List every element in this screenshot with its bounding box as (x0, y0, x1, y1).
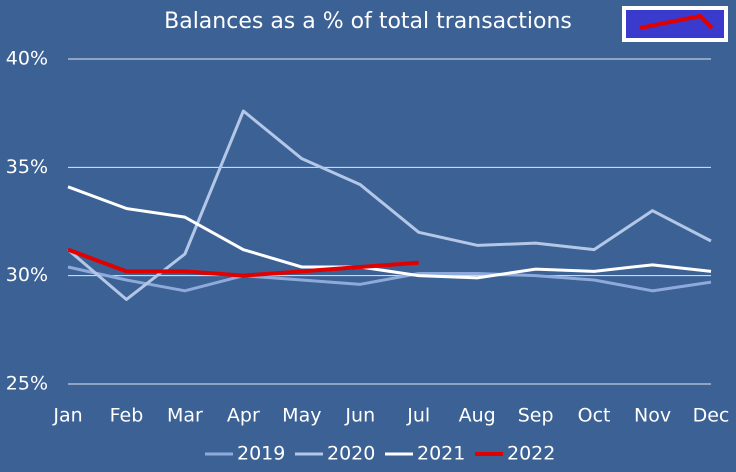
y-tick-label: 35% (6, 156, 48, 178)
legend-label: 2019 (237, 443, 285, 465)
x-tick-label: Apr (227, 405, 260, 427)
x-tick-label: Jun (344, 405, 375, 427)
legend-label: 2020 (327, 443, 375, 465)
x-tick-label: Mar (167, 405, 203, 427)
x-tick-label: Sep (518, 405, 554, 427)
y-tick-label: 40% (6, 48, 48, 70)
series-line (67, 247, 419, 278)
series-line (67, 109, 712, 301)
legend-label: 2021 (417, 443, 465, 465)
series-line (67, 185, 712, 280)
chart-title: Balances as a % of total transactions (164, 9, 572, 34)
x-tick-label: Jul (406, 405, 430, 427)
x-tick-label: Dec (693, 405, 730, 427)
x-tick-label: Aug (459, 405, 496, 427)
x-tick-label: Feb (110, 405, 144, 427)
x-tick-label: Oct (578, 405, 611, 427)
y-tick-label: 25% (6, 373, 48, 395)
x-tick-label: May (282, 405, 321, 427)
y-tick-label: 30% (6, 264, 48, 286)
x-tick-label: Jan (52, 405, 82, 427)
x-tick-label: Nov (634, 405, 671, 427)
series-line (67, 265, 712, 293)
logo (622, 6, 728, 42)
legend-label: 2022 (507, 443, 555, 465)
